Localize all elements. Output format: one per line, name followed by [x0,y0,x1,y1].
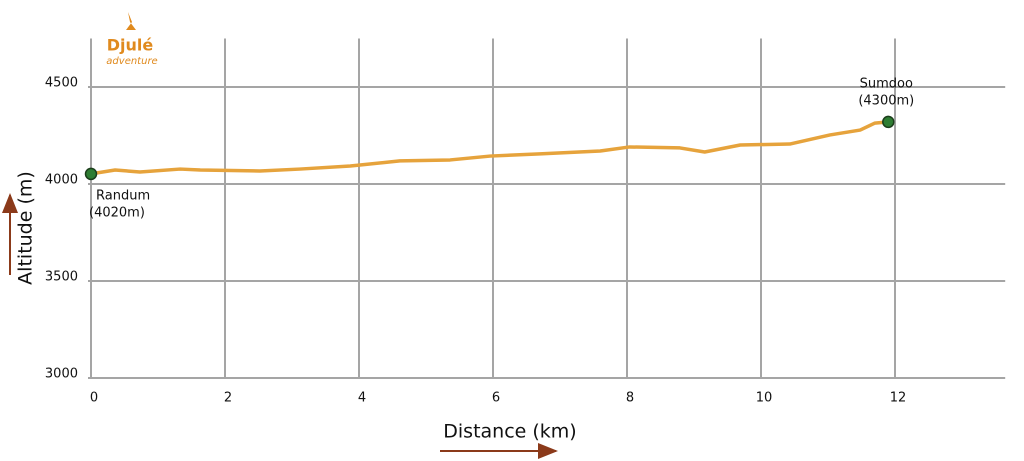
endpoint-marker [882,115,895,129]
x-tick-label: 8 [626,391,634,406]
y-axis-title: Altitude (m) [15,171,37,285]
y-tick-label: 3500 [45,270,78,285]
x-tick-label: 0 [90,391,98,406]
x-tick-label: 2 [224,391,232,406]
x-tick-label: 6 [492,391,500,406]
annotation-altitude: (4300m) [858,93,914,108]
logo-name: Djulé [107,36,154,55]
endpoint-marker [84,167,98,181]
logo-icon [126,12,136,30]
x-tick-label: 12 [890,391,907,406]
logo-tagline: adventure [106,56,157,67]
x-tick-label: 10 [756,391,773,406]
annotation-name: Sumdoo [860,76,913,91]
y-tick-label: 3000 [45,367,78,382]
y-tick-label: 4000 [45,173,78,188]
y-tick-label: 4500 [45,76,78,91]
elevation-line [90,120,889,176]
annotation-altitude: (4020m) [89,205,145,220]
x-tick-label: 4 [358,391,366,406]
logo: Djulé adventure [106,12,158,67]
x-axis-title: Distance (km) [443,421,576,443]
annotation-name: Randum [96,188,150,203]
